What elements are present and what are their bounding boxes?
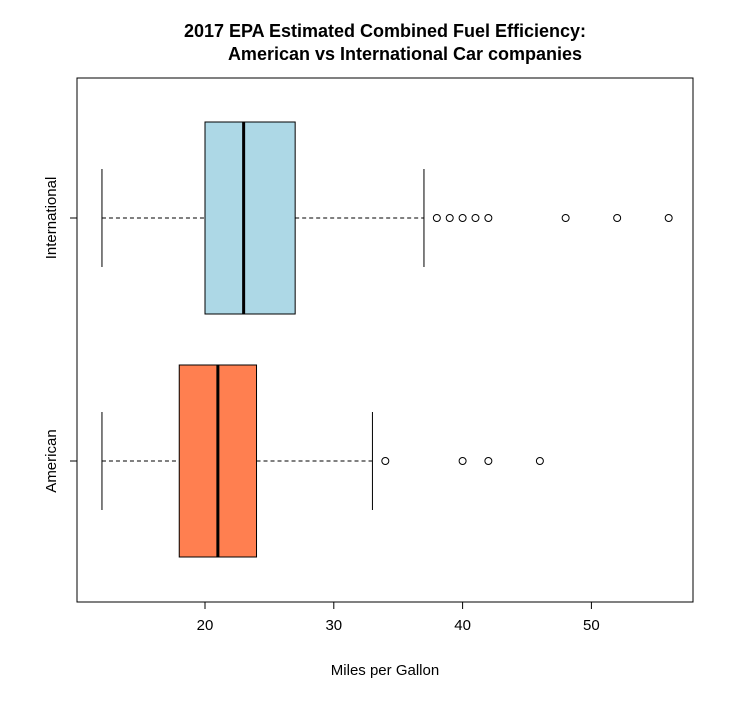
outlier-point	[381, 457, 390, 465]
x-tick-label: 40	[454, 617, 471, 634]
outlier-point	[471, 214, 480, 222]
chart-title-line-2: American vs International Car companies	[228, 44, 582, 64]
box-american	[101, 364, 544, 558]
outlier-point	[535, 457, 544, 465]
x-axis-label: Miles per Gallon	[331, 662, 439, 679]
x-axis: 20 30 40 50	[197, 601, 600, 634]
outlier-point	[484, 214, 493, 222]
iqr-box	[204, 121, 296, 315]
y-tick-label: American	[43, 429, 60, 492]
outlier-point	[432, 214, 441, 222]
outlier-point	[458, 214, 467, 222]
plot-frame	[76, 77, 694, 603]
box-international	[101, 121, 673, 315]
x-tick-label: 30	[325, 617, 342, 634]
chart-title-line-1: 2017 EPA Estimated Combined Fuel Efficie…	[184, 21, 586, 41]
outlier-point	[613, 214, 622, 222]
outlier-point	[664, 214, 673, 222]
outlier-point	[484, 457, 493, 465]
x-tick-label: 50	[583, 617, 600, 634]
y-tick-label: International	[43, 177, 60, 260]
y-axis: American International	[43, 177, 78, 493]
outlier-point	[445, 214, 454, 222]
x-tick-label: 20	[197, 617, 214, 634]
outlier-point	[561, 214, 570, 222]
box-group	[101, 121, 673, 558]
outlier-point	[458, 457, 467, 465]
